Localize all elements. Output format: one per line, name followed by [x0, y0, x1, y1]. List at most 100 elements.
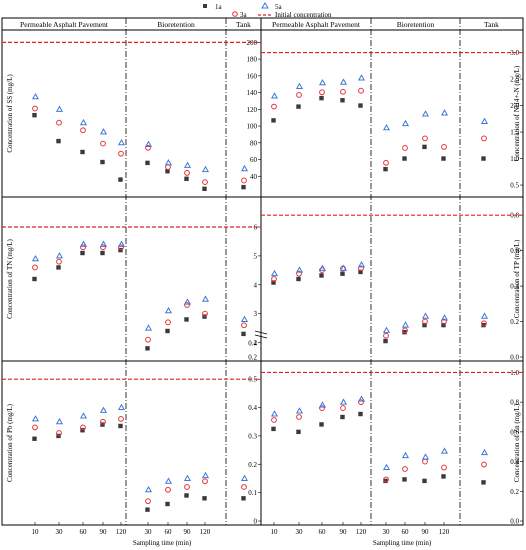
y-tick-label: 0.1 — [248, 489, 257, 497]
point-5a — [382, 123, 391, 131]
y-axis-label: Concentration of Zn (mg/L) — [513, 403, 521, 482]
point-3a — [241, 322, 247, 329]
point-5a — [270, 410, 279, 417]
x-tick-label: 60 — [319, 528, 327, 536]
section-title-left-2: Tank — [236, 20, 251, 29]
y-tick-label: 5 — [254, 252, 258, 260]
point-1a — [145, 346, 150, 351]
point-5a — [144, 324, 153, 331]
point-3a — [441, 143, 447, 150]
point-5a — [183, 474, 192, 481]
point-1a — [165, 328, 170, 334]
point-3a — [145, 144, 151, 151]
point-5a — [401, 119, 410, 127]
y-tick-label: 1.5 — [510, 129, 519, 137]
point-1a — [402, 156, 407, 161]
point-1a — [296, 429, 301, 435]
point-5a — [79, 412, 88, 419]
point-5a — [401, 321, 410, 328]
axis-break-mark — [254, 334, 268, 339]
point-5a — [357, 395, 366, 402]
point-3a — [296, 270, 302, 277]
point-3a — [296, 92, 302, 98]
x-tick-label: 90 — [340, 528, 348, 536]
point-1a — [481, 322, 486, 328]
point-1a — [100, 159, 105, 165]
y-tick-label: 0.0 — [510, 518, 519, 526]
point-3a — [100, 244, 106, 251]
point-1a — [184, 493, 189, 498]
point-3a — [184, 302, 190, 308]
point-3a — [56, 430, 62, 436]
point-1a — [202, 314, 207, 319]
point-5a — [382, 326, 391, 333]
point-1a — [358, 269, 363, 275]
point-3a — [80, 424, 86, 431]
point-1a — [271, 118, 276, 123]
y-tick-label: 140 — [247, 89, 258, 97]
point-1a — [202, 496, 207, 501]
point-1a — [32, 436, 37, 441]
point-1a — [383, 166, 388, 172]
point-5a — [79, 118, 88, 126]
y-tick-label: 0.2 — [510, 318, 519, 326]
point-1a — [481, 156, 486, 161]
point-5a — [99, 128, 108, 135]
point-3a — [100, 418, 106, 425]
y-tick-label: 40 — [250, 173, 258, 181]
point-5a — [480, 448, 489, 456]
axis-break-mark — [254, 330, 268, 335]
section-title-left-1: Bioretention — [157, 20, 195, 29]
y-tick-label: 1.0 — [510, 155, 519, 163]
y-tick-label: 120 — [247, 106, 258, 114]
point-5a — [318, 78, 327, 86]
y-tick-label: 0.8 — [510, 399, 519, 407]
point-3a — [32, 105, 38, 112]
point-3a — [271, 276, 277, 282]
point-5a — [201, 295, 210, 302]
point-3a — [383, 476, 389, 483]
point-1a — [340, 98, 345, 103]
point-3a — [56, 119, 62, 126]
panels: 406080100120140160180200Concentration of… — [2, 39, 523, 526]
point-1a — [402, 477, 407, 482]
y-axis-label: Concentration of SS (mg/L) — [6, 74, 14, 153]
point-5a — [55, 252, 64, 259]
legend-label-1a: 1a — [215, 3, 223, 11]
point-3a — [118, 244, 124, 251]
point-3a — [271, 417, 277, 423]
point-3a — [296, 414, 302, 420]
point-3a — [32, 264, 38, 271]
point-1a — [441, 156, 446, 161]
point-1a — [165, 169, 170, 174]
x-tick-label: 30 — [56, 528, 64, 536]
point-1a — [441, 322, 446, 328]
point-3a — [202, 310, 208, 317]
y-break-tick-label: 0.4 — [248, 340, 257, 348]
point-1a — [296, 104, 301, 109]
point-5a — [357, 74, 366, 81]
point-5a — [440, 447, 449, 454]
point-5a — [201, 471, 210, 479]
point-1a — [422, 144, 427, 150]
point-5a — [164, 159, 173, 166]
point-3a — [319, 405, 325, 411]
legend-marker-1a — [203, 4, 207, 8]
point-1a — [80, 149, 85, 155]
figure-frame — [1, 17, 524, 526]
y-axis-label: Concentration of TN (mg/L) — [6, 238, 14, 318]
point-1a — [441, 474, 446, 479]
point-5a — [99, 240, 108, 247]
legend-label-initial: Initial concentration — [275, 11, 332, 19]
point-1a — [319, 422, 324, 427]
point-3a — [145, 498, 151, 505]
point-3a — [118, 150, 124, 157]
point-1a — [165, 501, 170, 507]
point-5a — [183, 298, 192, 305]
y-tick-label: 0.4 — [510, 458, 519, 466]
y-tick-label: 0 — [254, 518, 258, 526]
point-5a — [318, 401, 327, 408]
